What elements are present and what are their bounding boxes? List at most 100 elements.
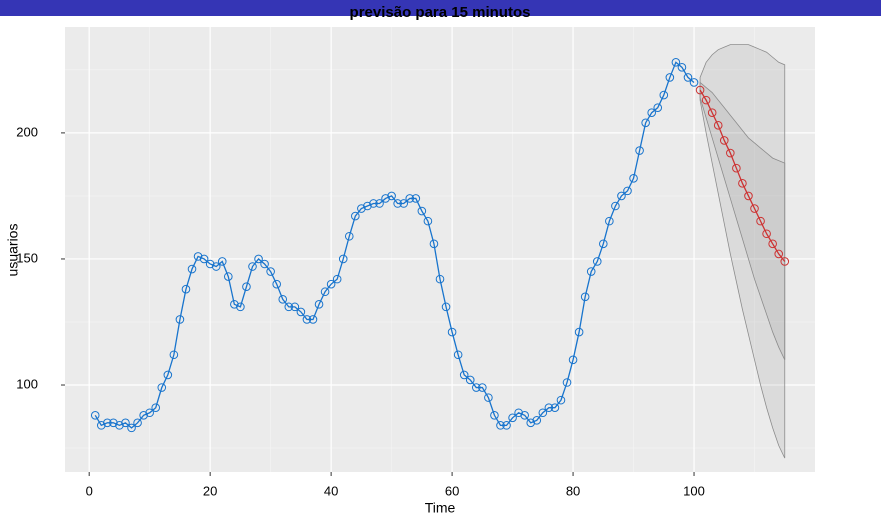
x-tick-label: 40 [324,483,338,498]
plot-panel [65,27,815,472]
y-tick-label: 150 [16,250,38,265]
series-point [139,410,148,420]
series-point [611,201,620,211]
series-point [465,375,475,385]
series-point [647,108,656,118]
series-point [405,194,415,203]
series-point [187,264,197,274]
series-point [157,383,167,392]
y-tick-label: 100 [16,376,38,391]
series-point [562,378,572,387]
series-point [453,350,463,360]
series-point [363,201,372,211]
series-point [496,421,505,430]
series-point [284,302,294,312]
series-point [484,393,493,402]
series-point [629,173,638,183]
series-point [689,78,699,87]
series-line [94,61,695,429]
series-point [393,199,402,208]
series-point [175,315,185,324]
series-point [387,191,396,201]
series-point [133,418,142,428]
series-point [127,423,136,433]
series-point [375,199,384,208]
series-point [665,73,675,82]
series-point [538,408,548,418]
series-point [121,418,130,428]
series-point [224,272,233,281]
y-tick-label: 200 [16,124,38,139]
series-point [713,121,723,130]
series-point [732,163,741,173]
series-point [520,410,529,420]
series-point [568,355,578,365]
series-point [556,395,566,405]
series-point [314,300,324,309]
x-tick-label: 20 [203,483,217,498]
series-point [435,274,445,284]
series-point [272,279,281,289]
series-point [163,370,173,380]
series-point [586,267,596,276]
series-point [623,186,632,196]
series-point [653,103,663,112]
series-point [145,408,154,418]
series-point [211,262,221,271]
series-point [532,416,542,425]
series-point [296,307,306,317]
series-point [707,108,717,118]
series-point [659,90,669,100]
series-point [260,259,269,269]
series-point [768,239,777,249]
series-point [169,350,179,360]
prediction-band [699,44,786,459]
y-axis-label: usuarios [5,224,21,277]
series-point [217,257,227,266]
series-point [326,279,336,289]
series-point [544,403,554,413]
series-point [278,294,288,304]
series-point [242,282,251,291]
series-point [351,211,360,221]
x-axis-label: Time [425,500,456,516]
series-point [236,302,245,312]
series-point [683,73,693,82]
series-point [514,408,523,418]
series-point [411,194,421,203]
series-point [471,383,481,392]
series-point [599,239,608,249]
x-tick-label: 60 [445,483,459,498]
series-point [429,239,439,249]
series-point [447,327,457,337]
series-point [96,421,106,430]
series-point [181,284,191,294]
series-point [774,249,784,259]
series-point [550,403,560,413]
series-point [199,254,209,264]
series-point [580,292,590,302]
series-point [423,216,433,226]
series-point [677,63,687,72]
series-point [592,257,602,266]
series-point [762,229,771,239]
series-point [302,315,312,324]
series-point [109,418,118,428]
series-point [459,370,469,380]
series-point [230,300,239,309]
series-point [369,199,378,208]
series-point [617,191,626,201]
x-tick-label: 100 [683,483,705,498]
series-point [338,254,348,264]
chart-title: previsão para 15 minutos [350,4,531,21]
series-point [641,118,650,128]
series-point [308,315,318,324]
series-point [266,267,275,276]
series-point [490,410,499,420]
series-point [381,194,390,203]
series-point [205,259,215,269]
series-point [695,85,705,95]
series-point [780,257,790,266]
